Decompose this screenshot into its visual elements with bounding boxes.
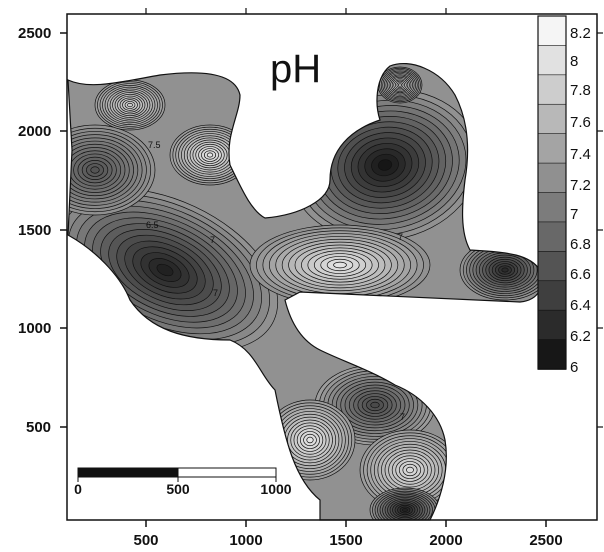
contour-label-group: 7.5 6.5 7 7 7 7 bbox=[146, 140, 405, 422]
contour-line bbox=[90, 166, 100, 174]
scale-bar-label: 1000 bbox=[260, 481, 291, 497]
ph-legend: 8.2 8 7.8 7.6 7.4 7.2 7 6.8 6.6 6.4 6.2 … bbox=[537, 15, 591, 376]
contour-line bbox=[156, 263, 174, 277]
legend-label: 6 bbox=[570, 359, 578, 376]
contour-label: 7 bbox=[398, 232, 403, 242]
contour-label: 6.5 bbox=[146, 220, 159, 230]
legend-swatch bbox=[537, 280, 567, 311]
legend-label: 6.6 bbox=[570, 266, 591, 283]
top-ticks bbox=[145, 8, 447, 14]
legend-swatch bbox=[537, 221, 567, 253]
legend-swatch bbox=[537, 309, 567, 341]
legend-swatch bbox=[537, 133, 567, 164]
contour-line bbox=[333, 261, 347, 269]
scale-bar-dark-segment bbox=[77, 467, 179, 478]
y-tick-label: 1500 bbox=[18, 222, 51, 239]
contour-line bbox=[398, 83, 402, 87]
legend-swatch bbox=[537, 45, 567, 76]
legend-swatch bbox=[537, 15, 567, 47]
contour-line bbox=[377, 159, 393, 171]
right-ticks bbox=[597, 32, 603, 428]
scale-bar-label: 500 bbox=[166, 481, 190, 497]
legend-label: 7.6 bbox=[570, 114, 591, 131]
y-tick-label: 1000 bbox=[18, 320, 51, 337]
legend-label: 6.4 bbox=[570, 297, 591, 314]
legend-swatch bbox=[537, 74, 567, 106]
legend-label: 6.2 bbox=[570, 328, 591, 345]
legend-swatch bbox=[537, 339, 567, 370]
contour-line bbox=[501, 267, 509, 273]
legend-label: 8.2 bbox=[570, 25, 591, 42]
scale-bar-label: 0 bbox=[74, 481, 82, 497]
legend-label: 6.8 bbox=[570, 236, 591, 253]
x-tick-label: 2500 bbox=[529, 532, 562, 549]
legend-swatch bbox=[537, 103, 567, 135]
legend-swatch bbox=[537, 162, 567, 194]
legend-frame bbox=[537, 15, 567, 370]
plot-frame bbox=[66, 13, 598, 521]
x-axis: 500 1000 1500 2000 2500 bbox=[133, 520, 563, 549]
y-tick-label: 500 bbox=[26, 419, 51, 436]
y-tick-label: 2000 bbox=[18, 123, 51, 140]
x-tick-label: 1000 bbox=[229, 532, 262, 549]
contour-line bbox=[406, 466, 414, 474]
legend-label: 7 bbox=[570, 206, 578, 223]
contour-line bbox=[206, 152, 214, 158]
legend-label: 7.4 bbox=[570, 146, 591, 163]
scale-bar: 0 500 1000 bbox=[74, 467, 292, 497]
legend-label: 7.2 bbox=[570, 177, 591, 194]
survey-region-outline bbox=[67, 62, 543, 521]
contour-label: 7.5 bbox=[148, 140, 161, 150]
contour-line bbox=[370, 401, 380, 409]
contour-line bbox=[127, 102, 133, 108]
scale-bar-light-segment bbox=[177, 467, 277, 478]
legend-swatch bbox=[537, 251, 567, 282]
legend-labels: 8.2 8 7.8 7.6 7.4 7.2 7 6.8 6.6 6.4 6.2 … bbox=[570, 25, 591, 376]
x-tick-label: 1500 bbox=[329, 532, 362, 549]
legend-swatches bbox=[537, 15, 567, 370]
contour-label: 7 bbox=[400, 412, 405, 422]
contour-line bbox=[402, 508, 408, 512]
legend-swatch bbox=[537, 192, 567, 223]
map-title: pH bbox=[270, 47, 321, 91]
x-tick-label: 500 bbox=[133, 532, 158, 549]
legend-label: 7.8 bbox=[570, 82, 591, 99]
contour-line bbox=[306, 436, 314, 444]
contour-label: 7 bbox=[210, 235, 215, 245]
x-tick-label: 2000 bbox=[429, 532, 462, 549]
y-tick-label: 2500 bbox=[18, 25, 51, 42]
legend-label: 8 bbox=[570, 53, 578, 70]
y-axis: 2500 2000 1500 1000 500 bbox=[18, 25, 67, 436]
contour-label: 7 bbox=[213, 288, 218, 298]
